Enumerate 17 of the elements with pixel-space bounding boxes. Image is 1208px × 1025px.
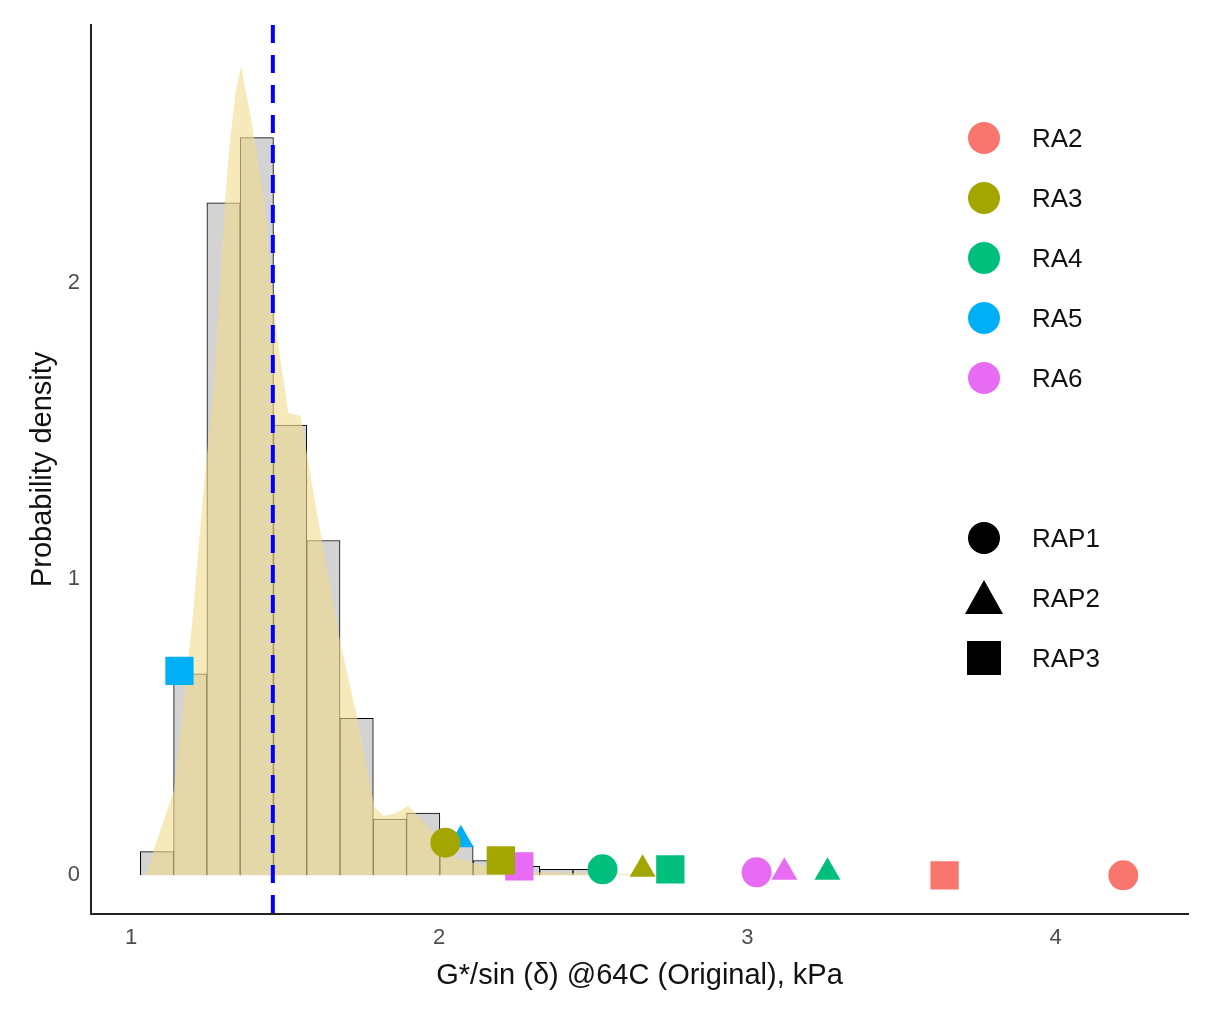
x-tick-label: 1	[124, 924, 138, 950]
y-tick-label: 1	[67, 565, 81, 591]
legend-label: RAP2	[1032, 582, 1100, 614]
legend-label: RAP3	[1032, 642, 1100, 674]
x-axis-title: G*/sin (δ) @64C (Original), kPa	[436, 957, 844, 990]
x-tick-label: 2	[433, 924, 446, 950]
y-tick-label: 2	[67, 268, 81, 294]
legend-label: RAP1	[1032, 522, 1100, 554]
legend-label: RA5	[1032, 302, 1083, 334]
legend-label: RA2	[1032, 122, 1083, 154]
y-axis-title: Probability density	[25, 351, 58, 588]
x-tick-label: 3	[741, 924, 754, 950]
y-tick-label: 0	[67, 861, 81, 887]
legend-label: RA6	[1032, 362, 1083, 394]
x-tick-label: 4	[1049, 924, 1062, 950]
legend-label: RA3	[1032, 182, 1083, 214]
legend-label: RA4	[1032, 242, 1083, 274]
